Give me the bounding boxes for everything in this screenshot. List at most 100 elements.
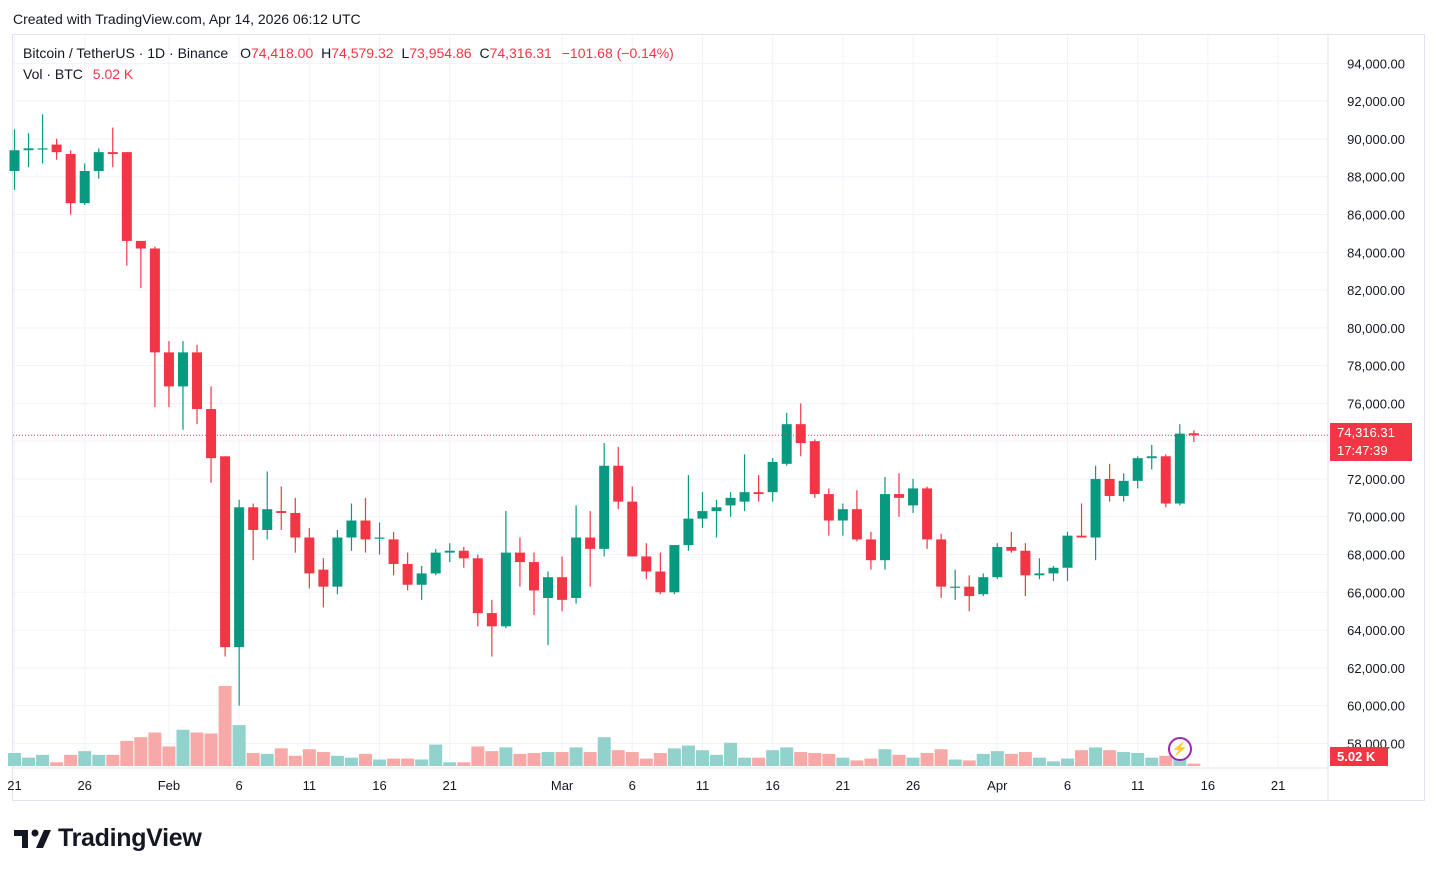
y-tick-label: 88,000.00 [1347,170,1405,185]
volume-bar [527,752,541,766]
volume-bar [1061,758,1074,766]
time-axis: 21 26 Feb 6 11 16 21 Mar 6 11 16 21 26 Apr 6 11 16 21 [7,778,1285,793]
y-tick-label: 76,000.00 [1347,396,1405,411]
last-price: 74,316.31 [1337,425,1395,440]
candle-body [697,511,708,519]
x-tick-label: 6 [1064,778,1071,793]
candle-body [206,409,217,459]
high-value: 74,579.32 [331,45,394,61]
volume-bar [1187,763,1201,766]
candle-body [851,509,862,540]
candle-body [65,154,76,204]
candle-body [318,569,329,587]
x-tick-label: 26 [77,778,91,793]
volume-bar [1103,750,1117,766]
tradingview-logo[interactable]: TradingView [14,824,202,853]
volume-bar [1089,747,1103,766]
symbol-title[interactable]: Bitcoin / TetherUS · 1D · Binance [23,45,229,61]
candle-body [107,152,118,155]
candle-body [1062,535,1073,568]
x-tick-label: 21 [7,778,21,793]
candle-body [1048,567,1059,574]
chart-caption: Created with TradingView.com, Apr 14, 20… [13,11,361,27]
volume-bar [611,750,625,766]
volume-bar [120,740,134,766]
candle-body [458,550,469,559]
last-price-tag: 74,316.31 17:47:39 [1330,423,1412,461]
volume-bar [78,751,92,766]
volume-bar [246,752,260,766]
candle-body [192,352,203,410]
volume-bar [1159,755,1173,766]
x-tick-label: 16 [765,778,779,793]
volume-bar [864,758,878,766]
volume-bar [766,750,780,766]
candle-body [514,552,525,563]
candle-body [9,150,20,172]
candle-body [430,552,441,574]
chart-frame [12,34,1425,801]
candle-body [936,539,947,587]
volume-bar [499,747,513,766]
volume-bar [1032,757,1046,766]
candle-body [388,539,399,564]
y-tick-label: 60,000.00 [1347,699,1405,714]
price-candles [9,114,1199,706]
volume-bar [1004,753,1018,766]
candle-body [978,577,989,595]
volume-bar [148,732,162,766]
volume-bar [541,752,555,766]
x-tick-label: 21 [1271,778,1285,793]
volume-bar [625,752,639,766]
volume-bar [597,737,611,766]
candle-body [51,144,62,153]
candle-body [1104,478,1115,496]
volume-bar [710,754,723,766]
volume-bar [50,762,64,766]
candle-body [163,352,174,387]
volume-bar [387,758,401,766]
volume-legend: Vol · BTC 5.02 K [23,66,133,82]
volume-bar [443,762,457,766]
volume-label[interactable]: Vol · BTC [23,66,83,82]
volume-bar [695,750,709,766]
volume-bar [260,753,274,766]
y-tick-label: 82,000.00 [1347,283,1405,298]
y-tick-label: 94,000.00 [1347,56,1405,71]
volume-bar [948,759,962,766]
flash-icon[interactable]: ⚡ [1168,737,1192,761]
x-tick-label: 11 [303,778,317,793]
candle-body [220,456,231,648]
candle-body [894,494,905,498]
candle-body [753,492,764,495]
volume-bar [738,757,752,766]
candle-body [374,537,385,539]
open-label: O [240,45,251,61]
volume-bar [485,751,499,766]
candle-body [809,441,820,495]
price-axis: 94,000.00 92,000.00 90,000.00 88,000.00 86,0… [1347,56,1405,751]
candle-body [739,492,750,502]
candle-body [767,461,778,493]
volume-bar [204,733,218,766]
volume-value: 5.02 K [92,66,134,82]
volume-bar [794,752,808,766]
candle-body [177,352,188,387]
y-tick-label: 70,000.00 [1347,510,1405,525]
candle-body [37,148,48,150]
candle-body [262,509,273,530]
candle-body [500,552,511,627]
candle-body [683,518,694,546]
volume-bar [176,729,190,766]
candle-body [543,577,554,598]
candle-body [879,494,890,561]
x-tick-label: 6 [629,778,636,793]
y-tick-label: 66,000.00 [1347,585,1405,600]
x-tick-label: 21 [443,778,457,793]
candle-body [332,537,343,587]
volume-bar [878,749,892,766]
ohlc-legend: Bitcoin / TetherUS · 1D · Binance O74,41… [23,45,674,61]
volume-bar [653,752,667,766]
candle-body [528,562,539,591]
